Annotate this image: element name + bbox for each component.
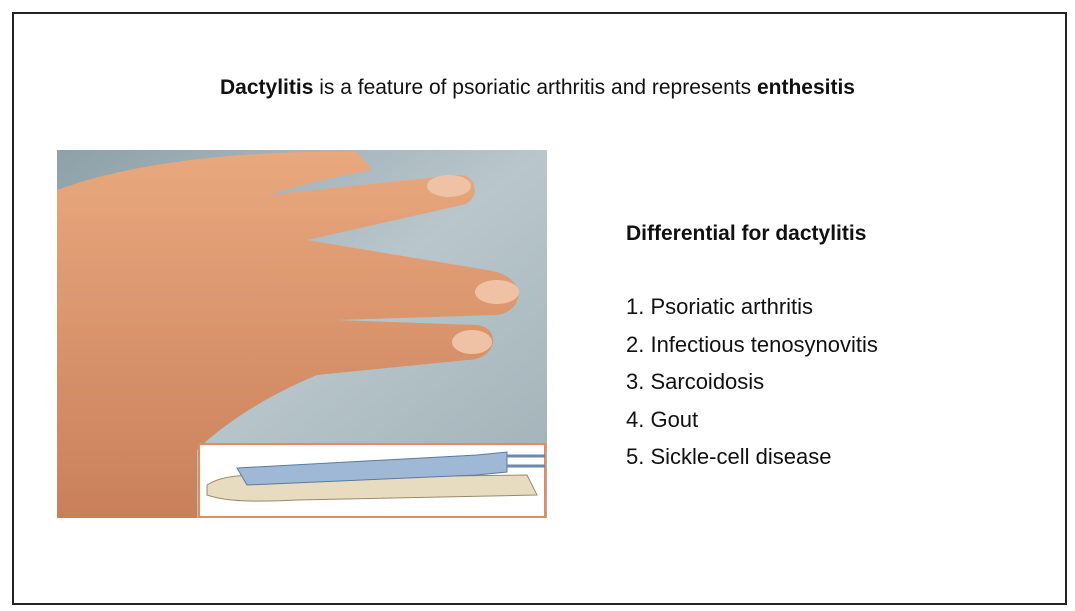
title-term: Dactylitis — [220, 76, 314, 99]
list-item: 3. Sarcoidosis — [626, 369, 765, 394]
dactylitis-photo — [57, 150, 547, 518]
list-heading: Differential for dactylitis — [626, 222, 867, 245]
title-text: is a feature of psoriatic arthritis and … — [313, 76, 757, 99]
slide-title: Dactylitis is a feature of psoriatic art… — [0, 76, 1075, 100]
list-item: 5. Sickle-cell disease — [626, 444, 832, 469]
list-item: 4. Gout — [626, 406, 699, 432]
list-item: 2. Infectious tenosynovitis — [626, 331, 878, 357]
title-emphasis: enthesitis — [756, 76, 855, 99]
list-item: 1. Psoriatic arthritis — [626, 294, 814, 319]
differential-list: 1. Psoriatic arthritis 2. Infectious teno… — [626, 293, 878, 481]
